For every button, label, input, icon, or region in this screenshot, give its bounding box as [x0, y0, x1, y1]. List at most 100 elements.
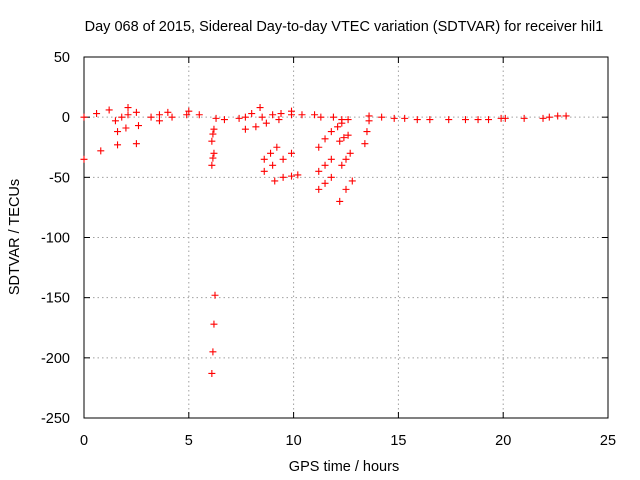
data-point	[208, 137, 216, 145]
data-point	[114, 128, 122, 136]
data-point	[168, 113, 176, 121]
data-point	[334, 123, 342, 131]
data-point	[315, 167, 323, 175]
data-point	[327, 128, 335, 136]
x-tick-label: 10	[286, 433, 302, 449]
data-point	[269, 111, 277, 119]
x-tick-label: 5	[185, 433, 193, 449]
data-point	[241, 113, 249, 121]
data-point	[209, 130, 217, 138]
data-point	[210, 320, 218, 328]
data-point	[164, 108, 172, 116]
y-tick-label: -150	[41, 291, 70, 307]
data-point	[539, 114, 547, 122]
data-point	[260, 155, 268, 163]
data-point	[185, 107, 193, 115]
data-point	[554, 112, 562, 120]
data-point	[321, 135, 329, 143]
data-point	[124, 104, 132, 112]
series-trace-34	[545, 112, 570, 121]
data-point	[155, 117, 163, 125]
data-point	[474, 116, 482, 124]
series-trace-27	[361, 117, 373, 148]
data-point	[327, 155, 335, 163]
x-axis-label: GPS time / hours	[289, 459, 399, 475]
series-trace-10	[212, 114, 228, 124]
data-point	[288, 172, 296, 180]
y-axis-label: SDTVAR / TECUs	[7, 179, 23, 295]
series-trace-01	[80, 140, 140, 163]
data-point	[288, 111, 296, 119]
data-point	[336, 197, 344, 205]
data-point	[210, 125, 218, 133]
data-point	[344, 116, 352, 124]
series-trace-25	[338, 149, 354, 169]
data-point	[338, 119, 346, 127]
data-point	[378, 113, 386, 121]
data-point	[93, 110, 101, 118]
series-trace-31	[461, 116, 482, 124]
data-point	[315, 143, 323, 151]
x-tick-label: 0	[80, 433, 88, 449]
series-trace-19	[315, 128, 335, 151]
data-point	[183, 111, 191, 119]
data-point	[262, 119, 270, 127]
data-point	[241, 125, 249, 133]
data-point	[248, 110, 256, 118]
data-point	[124, 111, 132, 119]
data-point	[132, 108, 140, 116]
series-trace-24	[336, 131, 352, 145]
series-trace-08	[208, 149, 218, 169]
data-point	[363, 128, 371, 136]
series-trace-29	[401, 114, 434, 124]
data-point	[211, 291, 219, 299]
data-point	[80, 113, 88, 121]
data-point	[118, 113, 126, 121]
series-trace-02	[80, 104, 132, 121]
data-point	[485, 116, 493, 124]
y-tick-labels: 50 0 -50 -100 -150 -200 -250	[41, 50, 70, 427]
data-point	[545, 113, 553, 121]
data-point	[208, 161, 216, 169]
data-point	[209, 154, 217, 162]
data-point	[338, 161, 346, 169]
series-trace-03	[111, 108, 140, 125]
series-trace-09	[208, 291, 219, 377]
series-trace-18	[271, 171, 302, 185]
grid-lines	[84, 57, 608, 418]
y-tick-label: -250	[41, 411, 70, 427]
data-point	[445, 116, 453, 124]
plot-frame	[83, 56, 609, 419]
data-point	[209, 348, 217, 356]
data-point	[258, 113, 266, 121]
data-point	[298, 111, 306, 119]
data-point	[346, 149, 354, 157]
data-point	[342, 155, 350, 163]
series-trace-06	[155, 111, 203, 125]
data-point	[426, 116, 434, 124]
data-point	[155, 111, 163, 119]
data-point	[413, 116, 421, 124]
data-point	[195, 111, 203, 119]
y-tick-label: 50	[54, 50, 70, 66]
data-point	[348, 177, 356, 185]
data-point	[277, 110, 285, 118]
data-point	[520, 114, 528, 122]
data-point	[461, 116, 469, 124]
data-point	[365, 112, 373, 120]
series-trace-11	[235, 114, 243, 122]
data-point	[275, 116, 283, 124]
series-trace-16	[260, 143, 281, 163]
chart-title: Day 068 of 2015, Sidereal Day-to-day VTE…	[85, 19, 604, 35]
series-trace-04	[114, 122, 142, 136]
series-trace-14	[258, 107, 296, 121]
data-point	[220, 116, 228, 124]
data-point	[311, 111, 319, 119]
data-point	[279, 173, 287, 181]
data-point	[329, 113, 337, 121]
data-point	[273, 143, 281, 151]
data-point	[271, 177, 279, 185]
data-point	[208, 369, 216, 377]
series-trace-12	[241, 104, 264, 121]
